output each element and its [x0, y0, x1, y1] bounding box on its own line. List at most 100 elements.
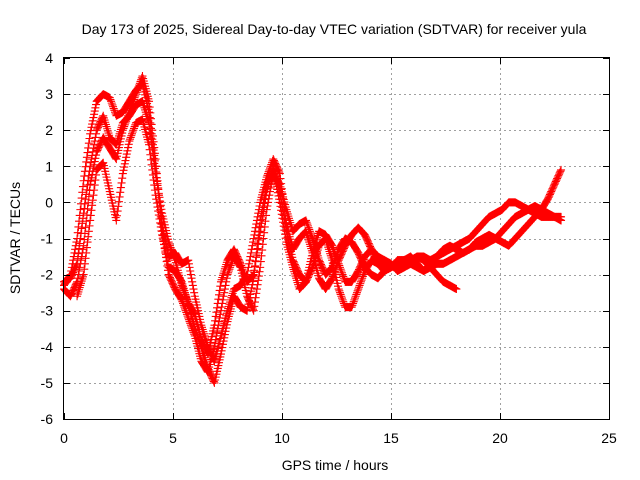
y-axis-label: SDTVAR / TECUs — [7, 182, 23, 294]
data-point — [92, 170, 101, 179]
data-point — [184, 256, 193, 265]
data-point — [226, 261, 235, 270]
data-point — [78, 182, 87, 191]
data-point — [245, 256, 254, 265]
data-point — [220, 333, 229, 342]
data-point — [355, 281, 364, 290]
data-point — [121, 156, 130, 165]
data-point — [356, 279, 365, 288]
data-point — [150, 143, 159, 152]
data-point — [194, 333, 203, 342]
data-point — [273, 188, 282, 197]
data-point — [356, 277, 365, 286]
data-point — [333, 256, 342, 265]
data-point — [120, 163, 129, 172]
data-point — [348, 301, 357, 310]
data-point — [252, 289, 261, 298]
y-tick-label: 4 — [45, 50, 53, 66]
y-tick-label: 0 — [45, 194, 53, 210]
data-point — [218, 340, 227, 349]
data-point — [305, 225, 314, 234]
data-point — [249, 234, 258, 243]
chart-title: Day 173 of 2025, Sidereal Day-to-day VTE… — [82, 21, 587, 37]
data-point — [89, 191, 98, 200]
data-point — [243, 303, 252, 312]
data-point — [154, 189, 163, 198]
data-point — [126, 133, 135, 142]
data-point — [337, 292, 346, 301]
data-point — [145, 124, 154, 133]
data-point — [160, 243, 169, 252]
data-point — [214, 317, 223, 326]
data-point — [161, 247, 170, 256]
data-point — [184, 313, 193, 322]
data-point — [91, 176, 100, 185]
data-markers — [60, 72, 566, 387]
data-point — [146, 150, 155, 159]
data-point — [158, 230, 167, 239]
data-point — [186, 266, 195, 275]
data-point — [182, 310, 191, 319]
data-point — [118, 169, 127, 178]
data-point — [88, 151, 97, 160]
data-point — [159, 237, 168, 246]
data-point — [220, 285, 229, 294]
data-point — [349, 297, 358, 306]
data-point — [357, 276, 366, 285]
data-point — [112, 211, 121, 220]
data-point — [76, 234, 85, 243]
data-point — [147, 160, 156, 169]
data-point — [256, 216, 265, 225]
data-point — [246, 252, 255, 261]
data-point — [240, 270, 249, 279]
data-point — [86, 211, 95, 220]
data-point — [91, 133, 100, 142]
data-point — [165, 239, 174, 248]
data-point — [83, 148, 92, 157]
data-point — [329, 245, 338, 254]
data-point — [332, 254, 341, 263]
data-point — [115, 192, 124, 201]
data-point — [209, 377, 218, 386]
data-point — [273, 185, 282, 194]
data-point — [131, 91, 140, 100]
data-point — [155, 215, 164, 224]
y-tick-label: -3 — [41, 303, 54, 319]
data-point — [249, 277, 258, 286]
data-point — [184, 259, 193, 268]
data-point — [275, 198, 284, 207]
data-point — [78, 214, 87, 223]
data-point — [90, 107, 99, 116]
data-point — [196, 340, 205, 349]
data-point — [196, 339, 205, 348]
data-point — [126, 135, 135, 144]
data-point — [133, 84, 142, 93]
data-point — [237, 261, 246, 270]
data-point — [211, 339, 220, 348]
data-point — [83, 238, 92, 247]
y-tick-label: -4 — [41, 339, 54, 355]
data-point — [335, 288, 344, 297]
y-tick-label: -5 — [41, 375, 54, 391]
data-point — [261, 187, 270, 196]
data-point — [250, 298, 259, 307]
data-point — [82, 190, 91, 199]
data-point — [223, 270, 232, 279]
data-point — [246, 290, 255, 299]
data-point — [75, 244, 84, 253]
data-point — [330, 247, 339, 256]
data-point — [73, 277, 82, 286]
data-point — [269, 165, 278, 174]
y-tick-label: -1 — [41, 231, 54, 247]
data-point — [111, 139, 120, 148]
data-point — [81, 223, 90, 232]
data-point — [156, 218, 165, 227]
data-point — [257, 209, 266, 218]
data-point — [73, 228, 82, 237]
data-point — [73, 254, 82, 263]
data-point — [182, 308, 191, 317]
data-point — [128, 128, 137, 137]
data-point — [255, 222, 264, 231]
data-point — [218, 343, 227, 352]
data-point — [88, 147, 97, 156]
